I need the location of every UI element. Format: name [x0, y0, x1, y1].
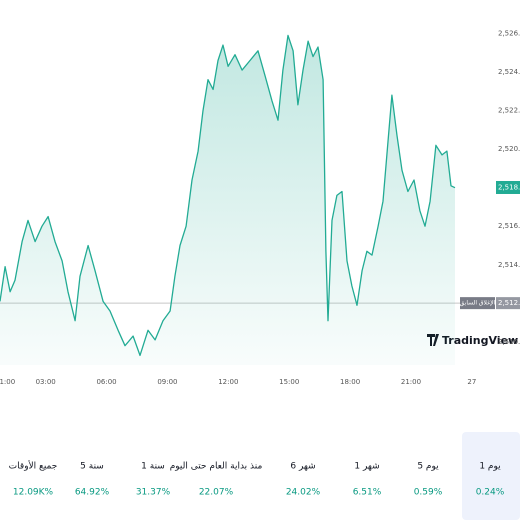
period-label: جميع الأوقات [9, 460, 58, 472]
price-line [0, 34, 456, 357]
period-change: 12.09K% [13, 488, 54, 498]
period-tab[interactable]: 1 يوم 0.24% [476, 462, 505, 498]
y-tick-label: 2,522.00 [498, 107, 520, 115]
previous-close-name: الإغلاق السابق [460, 300, 496, 307]
period-tab[interactable]: 5 يوم 0.59% [414, 462, 443, 498]
x-tick-label: 01:00 [0, 378, 15, 386]
period-label: 5 يوم [417, 462, 439, 472]
x-tick-label: 18:00 [340, 378, 360, 386]
x-tick-label: 12:00 [218, 378, 238, 386]
y-tick-label: 2,520.00 [498, 145, 520, 153]
period-tab[interactable]: 1 شهر 6.51% [353, 462, 382, 498]
watermark: TradingView [442, 334, 518, 347]
period-tab[interactable]: جميع الأوقات 12.09K% [9, 460, 58, 498]
period-tab[interactable]: 6 شهر 24.02% [286, 462, 321, 498]
area-fill [0, 35, 456, 366]
period-tab[interactable]: 1 سنة 31.37% [136, 462, 171, 498]
period-tab[interactable]: منذ بداية العام حتى اليوم 22.07% [170, 462, 263, 498]
period-change: 22.07% [199, 488, 234, 498]
period-tab[interactable]: 5 سنة 64.92% [75, 462, 110, 498]
x-tick-label: 09:00 [157, 378, 177, 386]
y-tick-label: 2,510.00 [498, 338, 520, 346]
y-tick-label: 2,526.00 [498, 29, 520, 37]
previous-close-name-bg [460, 297, 495, 310]
last-price-bg [496, 180, 520, 194]
y-tick-label: 2,514.00 [498, 261, 520, 269]
x-tick-label: 27 [467, 378, 476, 386]
period-change: 31.37% [136, 488, 171, 498]
y-tick-label: 2,524.00 [498, 68, 520, 76]
x-tick-label: 03:00 [36, 378, 56, 386]
period-label: 5 سنة [80, 462, 104, 472]
period-label: 1 يوم [479, 462, 501, 472]
previous-close-value-bg [496, 297, 520, 310]
x-tick-label: 06:00 [96, 378, 116, 386]
period-label: 6 شهر [290, 462, 315, 472]
selected-tab-bg [462, 432, 520, 520]
period-change: 6.51% [353, 488, 382, 498]
period-change: 0.59% [414, 488, 443, 498]
last-price-label: 2,518.01 [498, 183, 520, 191]
period-change: 24.02% [286, 488, 321, 498]
period-change: 64.92% [75, 488, 110, 498]
x-tick-label: 21:00 [401, 378, 421, 386]
x-tick-label: 15:00 [279, 378, 299, 386]
previous-close-value: 2,512.01 [498, 299, 520, 307]
period-label: 1 سنة [141, 462, 165, 472]
period-change: 0.24% [476, 488, 505, 498]
y-tick-label: 2,516.00 [498, 222, 520, 230]
period-label: 1 شهر [354, 462, 379, 472]
period-label: منذ بداية العام حتى اليوم [170, 462, 263, 472]
